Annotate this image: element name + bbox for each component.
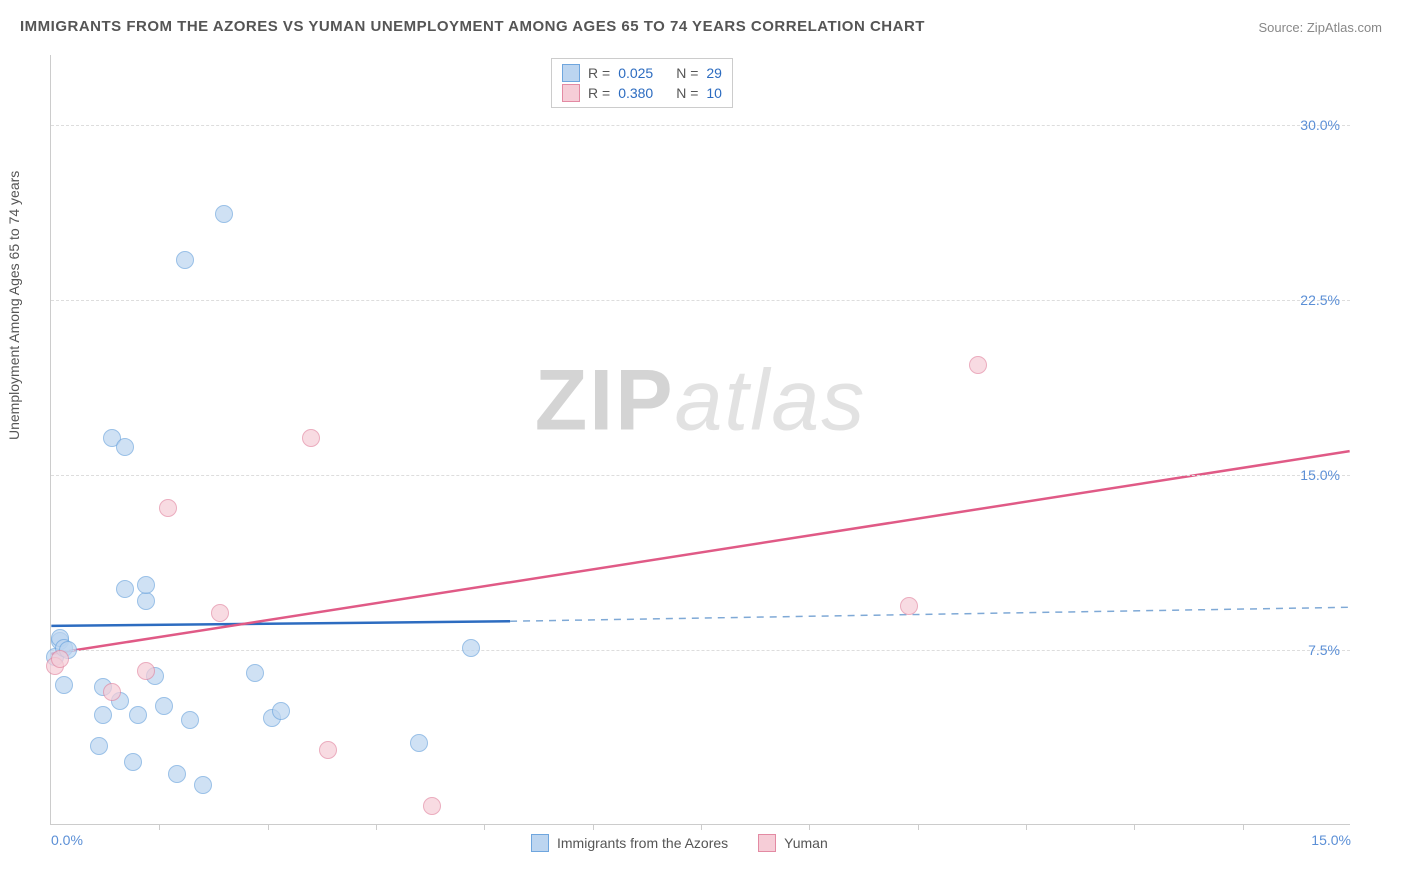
legend-series-item: Yuman (758, 834, 828, 852)
legend-swatch (562, 84, 580, 102)
x-tick-label: 15.0% (1311, 832, 1351, 848)
x-tick-mark (701, 824, 702, 830)
n-label: N = (676, 85, 698, 101)
data-point (410, 734, 428, 752)
legend-label: Yuman (784, 835, 828, 851)
data-point (215, 205, 233, 223)
x-tick-mark (484, 824, 485, 830)
r-label: R = (588, 65, 610, 81)
y-axis-label: Unemployment Among Ages 65 to 74 years (6, 171, 22, 440)
data-point (900, 597, 918, 615)
data-point (155, 697, 173, 715)
x-tick-mark (1026, 824, 1027, 830)
legend-stats-row: R = 0.380 N = 10 (562, 83, 722, 103)
data-point (159, 499, 177, 517)
plot-area: ZIPatlas R =0.025N =29R =0.380N =10 Immi… (50, 55, 1350, 825)
n-value: 29 (706, 65, 722, 81)
data-point (55, 676, 73, 694)
data-point (51, 650, 69, 668)
data-point (94, 706, 112, 724)
gridline (51, 475, 1350, 476)
legend-swatch (562, 64, 580, 82)
y-tick-label: 15.0% (1300, 467, 1340, 483)
data-point (176, 251, 194, 269)
data-point (462, 639, 480, 657)
source-attribution: Source: ZipAtlas.com (1258, 20, 1382, 35)
data-point (302, 429, 320, 447)
x-tick-mark (376, 824, 377, 830)
x-tick-mark (918, 824, 919, 830)
legend-label: Immigrants from the Azores (557, 835, 728, 851)
data-point (137, 592, 155, 610)
trend-lines-layer (51, 55, 1350, 824)
x-tick-mark (593, 824, 594, 830)
y-tick-label: 7.5% (1308, 642, 1340, 658)
chart-title: IMMIGRANTS FROM THE AZORES VS YUMAN UNEM… (20, 18, 925, 35)
legend-stats: R = 0.025 N = 29 R = 0.380 N = 10 (551, 58, 733, 108)
y-tick-label: 30.0% (1300, 117, 1340, 133)
n-label: N = (676, 65, 698, 81)
gridline (51, 650, 1350, 651)
data-point (272, 702, 290, 720)
r-label: R = (588, 85, 610, 101)
data-point (137, 576, 155, 594)
n-value: 10 (706, 85, 722, 101)
r-value: 0.380 (618, 85, 668, 101)
data-point (103, 683, 121, 701)
x-tick-mark (1134, 824, 1135, 830)
x-tick-mark (1243, 824, 1244, 830)
x-tick-mark (809, 824, 810, 830)
data-point (168, 765, 186, 783)
x-tick-mark (159, 824, 160, 830)
trend-line (51, 451, 1349, 654)
legend-series: Immigrants from the Azores Yuman (531, 834, 828, 852)
x-tick-mark (268, 824, 269, 830)
legend-swatch (531, 834, 549, 852)
legend-stats-row: R = 0.025 N = 29 (562, 63, 722, 83)
data-point (194, 776, 212, 794)
data-point (116, 438, 134, 456)
trend-line (51, 621, 510, 626)
gridline (51, 125, 1350, 126)
data-point (423, 797, 441, 815)
data-point (211, 604, 229, 622)
legend-series-item: Immigrants from the Azores (531, 834, 728, 852)
trend-line (510, 607, 1350, 621)
x-tick-label: 0.0% (51, 832, 83, 848)
data-point (137, 662, 155, 680)
data-point (90, 737, 108, 755)
data-point (319, 741, 337, 759)
y-tick-label: 22.5% (1300, 292, 1340, 308)
data-point (116, 580, 134, 598)
data-point (124, 753, 142, 771)
data-point (181, 711, 199, 729)
r-value: 0.025 (618, 65, 668, 81)
data-point (129, 706, 147, 724)
gridline (51, 300, 1350, 301)
legend-swatch (758, 834, 776, 852)
data-point (246, 664, 264, 682)
data-point (969, 356, 987, 374)
